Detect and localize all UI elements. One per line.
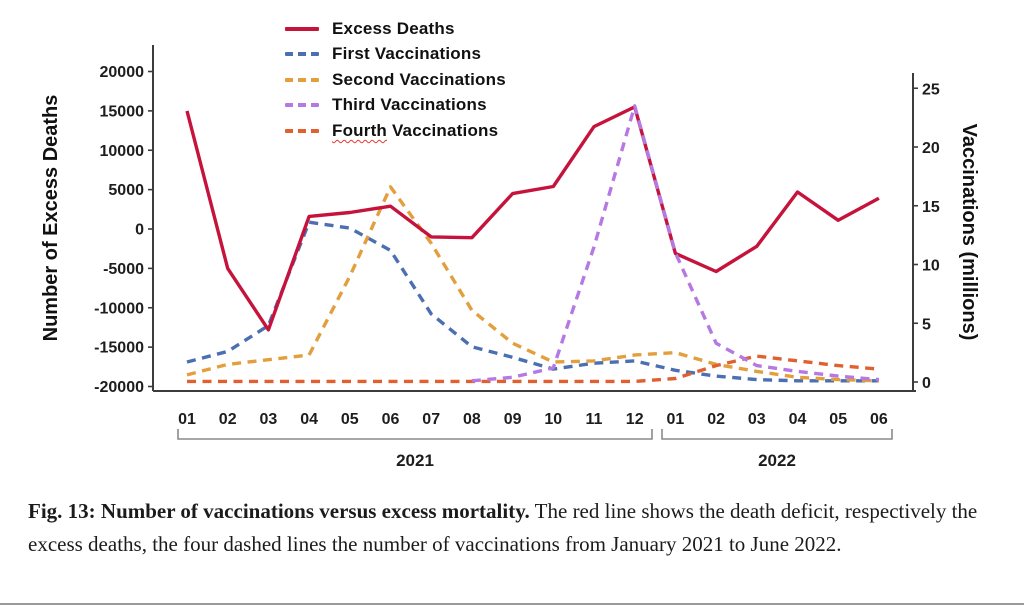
- month-label: 05: [341, 411, 359, 428]
- month-label: 04: [789, 411, 807, 428]
- series-line-third-vaccinations: [471, 104, 880, 383]
- legend-item-second-vaccinations: Second Vaccinations: [285, 67, 506, 93]
- vaccinations-vs-excess-mortality-chart: Number of Excess Deaths Vaccinations (mi…: [40, 45, 980, 470]
- legend-item-third-vaccinations: Third Vaccinations: [285, 93, 506, 119]
- right-axis-title: Vaccinations (millions): [958, 124, 980, 341]
- divider-rule: [0, 603, 1024, 605]
- legend-label: First Vaccinations: [332, 44, 482, 64]
- figure-caption-title: Fig. 13: Number of vaccinations versus e…: [28, 499, 530, 523]
- legend-swatch-1: [285, 52, 319, 57]
- legend-label: Fourth Vaccinations: [332, 120, 499, 140]
- month-label: 01: [178, 411, 196, 428]
- month-label: 05: [829, 411, 847, 428]
- right-axis-tick-label: 10: [922, 258, 940, 275]
- left-axis-tick-label: -10000: [94, 300, 144, 317]
- month-label: 02: [219, 411, 237, 428]
- left-axis-tick-label: 20000: [100, 64, 145, 81]
- legend-item-fourth-vaccinations: Fourth Vaccinations: [285, 118, 506, 144]
- month-label: 12: [626, 411, 644, 428]
- month-label: 01: [667, 411, 685, 428]
- left-axis-tick-label: -20000: [94, 379, 144, 396]
- right-axis-tick-label: 5: [922, 316, 931, 333]
- legend-label: Excess Deaths: [332, 18, 455, 38]
- legend-swatch-3: [285, 103, 319, 108]
- left-axis-tick-label: 10000: [100, 143, 145, 160]
- figure-caption: Fig. 13: Number of vaccinations versus e…: [28, 495, 1008, 561]
- right-axis-tick-label: 25: [922, 81, 940, 98]
- chart-legend: Excess Deaths First Vaccinations Second …: [285, 16, 506, 144]
- series-line-fourth-vaccinations: [187, 354, 880, 384]
- figure-caption-text: The red line shows the death deficit, re…: [28, 499, 978, 557]
- month-label: 10: [544, 411, 562, 428]
- right-axis-tick-label: 15: [922, 199, 940, 216]
- month-label: 03: [260, 411, 278, 428]
- right-axis-tick-label: 0: [922, 375, 931, 392]
- series-line-second-vaccinations: [186, 185, 879, 383]
- left-axis-title: Number of Excess Deaths: [40, 95, 62, 342]
- legend-item-first-vaccinations: First Vaccinations: [285, 42, 506, 68]
- legend-label: Third Vaccinations: [332, 95, 487, 115]
- left-axis-tick-label: 5000: [108, 182, 144, 199]
- month-label: 09: [504, 411, 522, 428]
- legend-swatch-2: [285, 77, 319, 82]
- left-axis-tick-label: -5000: [103, 261, 144, 278]
- legend-label: Second Vaccinations: [332, 69, 506, 89]
- legend-item-excess-deaths: Excess Deaths: [285, 16, 506, 42]
- month-label: 06: [870, 411, 888, 428]
- legend-swatch-0: [285, 26, 319, 31]
- year-label: 2022: [758, 451, 796, 470]
- year-bracket: [177, 429, 653, 440]
- month-label: 02: [707, 411, 725, 428]
- month-label: 06: [382, 411, 400, 428]
- left-axis-tick-label: 15000: [100, 103, 145, 120]
- month-label: 11: [586, 411, 603, 428]
- month-label: 08: [463, 411, 481, 428]
- year-bracket: [661, 429, 893, 440]
- month-label: 04: [300, 411, 318, 428]
- left-axis-tick-label: 0: [135, 222, 144, 239]
- year-label: 2021: [396, 451, 434, 470]
- month-label: 03: [748, 411, 766, 428]
- legend-swatch-4: [285, 128, 319, 133]
- month-label: 07: [422, 411, 440, 428]
- series-line-first-vaccinations: [186, 220, 879, 383]
- series-line-excess-deaths: [185, 105, 880, 332]
- left-axis-tick-label: -15000: [94, 340, 144, 357]
- right-axis-tick-label: 20: [922, 140, 940, 157]
